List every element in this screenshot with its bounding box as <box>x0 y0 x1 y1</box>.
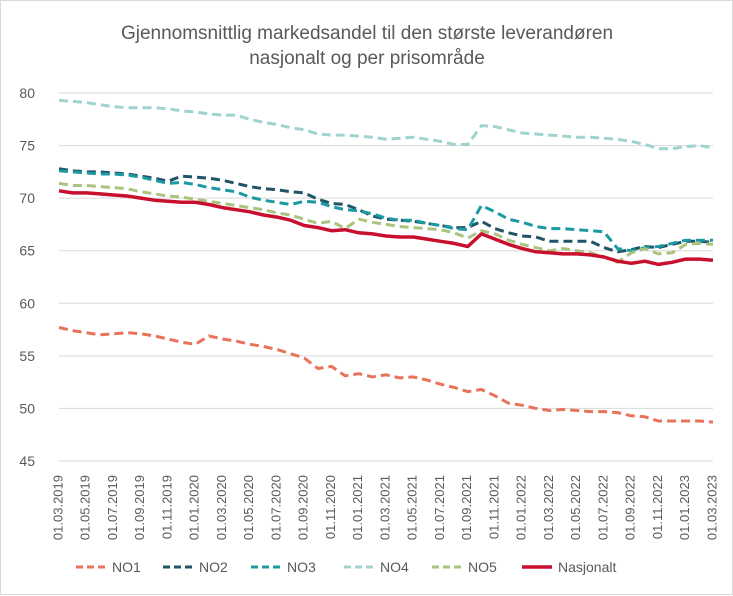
x-tick-label: 01.11.2021 <box>486 475 501 539</box>
x-tick-label: 01.01.2021 <box>350 475 365 540</box>
x-tick-label: 01.03.2019 <box>50 475 65 540</box>
legend-label-no2: NO2 <box>199 559 228 575</box>
y-tick-label: 80 <box>19 85 35 101</box>
x-tick-label: 01.03.2021 <box>377 475 392 540</box>
y-tick-label: 75 <box>19 138 35 154</box>
series-lines <box>58 98 714 424</box>
legend-label-no1: NO1 <box>112 559 141 575</box>
x-tick-label: 01.03.2022 <box>541 475 556 540</box>
series-line-no3 <box>58 169 713 253</box>
x-tick-label: 01.09.2021 <box>459 475 474 540</box>
x-tick-label: 01.05.2022 <box>568 475 583 540</box>
x-tick-label: 01.05.2019 <box>78 475 93 540</box>
legend-label-no4: NO4 <box>380 559 409 575</box>
y-tick-label: 70 <box>19 190 35 206</box>
y-tick-label: 65 <box>19 243 35 259</box>
legend: NO1 NO2 NO3 NO4 NO5 Nasjonalt <box>76 559 616 575</box>
y-tick-label: 45 <box>19 453 35 469</box>
chart-title-line-2: nasjonalt og per prisområde <box>249 48 485 69</box>
x-tick-label: 01.11.2019 <box>159 475 174 539</box>
legend-label-no5: NO5 <box>468 559 497 575</box>
y-axis-ticks: 45 50 55 60 65 70 75 80 <box>19 85 35 469</box>
x-axis-ticks: 01.03.2019 01.05.2019 01.07.2019 01.09.2019… <box>50 475 719 540</box>
x-tick-label: 01.11.2022 <box>650 475 665 539</box>
x-tick-label: 01.09.2019 <box>132 475 147 540</box>
legend-label-no3: NO3 <box>287 559 316 575</box>
y-tick-label: 55 <box>19 348 35 364</box>
legend-label-nasjonalt: Nasjonalt <box>558 559 616 575</box>
y-tick-label: 50 <box>19 400 35 416</box>
x-tick-label: 01.05.2021 <box>405 475 420 540</box>
series-line-nasjonalt <box>58 189 714 267</box>
x-tick-label: 01.05.2020 <box>241 475 256 540</box>
x-tick-label: 01.11.2020 <box>323 475 338 539</box>
series-line-no1 <box>58 326 714 424</box>
x-tick-label: 01.07.2020 <box>268 475 283 540</box>
x-tick-label: 01.03.2023 <box>704 475 719 540</box>
x-tick-label: 01.01.2022 <box>514 475 529 540</box>
x-tick-label: 01.01.2020 <box>187 475 202 540</box>
series-line-no4 <box>58 98 714 151</box>
x-tick-label: 01.09.2020 <box>296 475 311 540</box>
x-tick-label: 01.07.2021 <box>432 475 447 540</box>
x-tick-label: 01.01.2023 <box>677 475 692 540</box>
x-tick-label: 01.07.2022 <box>595 475 610 540</box>
gridlines <box>59 92 713 462</box>
x-tick-label: 01.03.2020 <box>214 475 229 540</box>
x-tick-label: 01.07.2019 <box>105 475 120 540</box>
y-tick-label: 60 <box>19 295 35 311</box>
chart-title-line-1: Gjennomsnittlig markedsandel til den stø… <box>121 23 613 44</box>
x-tick-label: 01.09.2022 <box>623 475 638 540</box>
